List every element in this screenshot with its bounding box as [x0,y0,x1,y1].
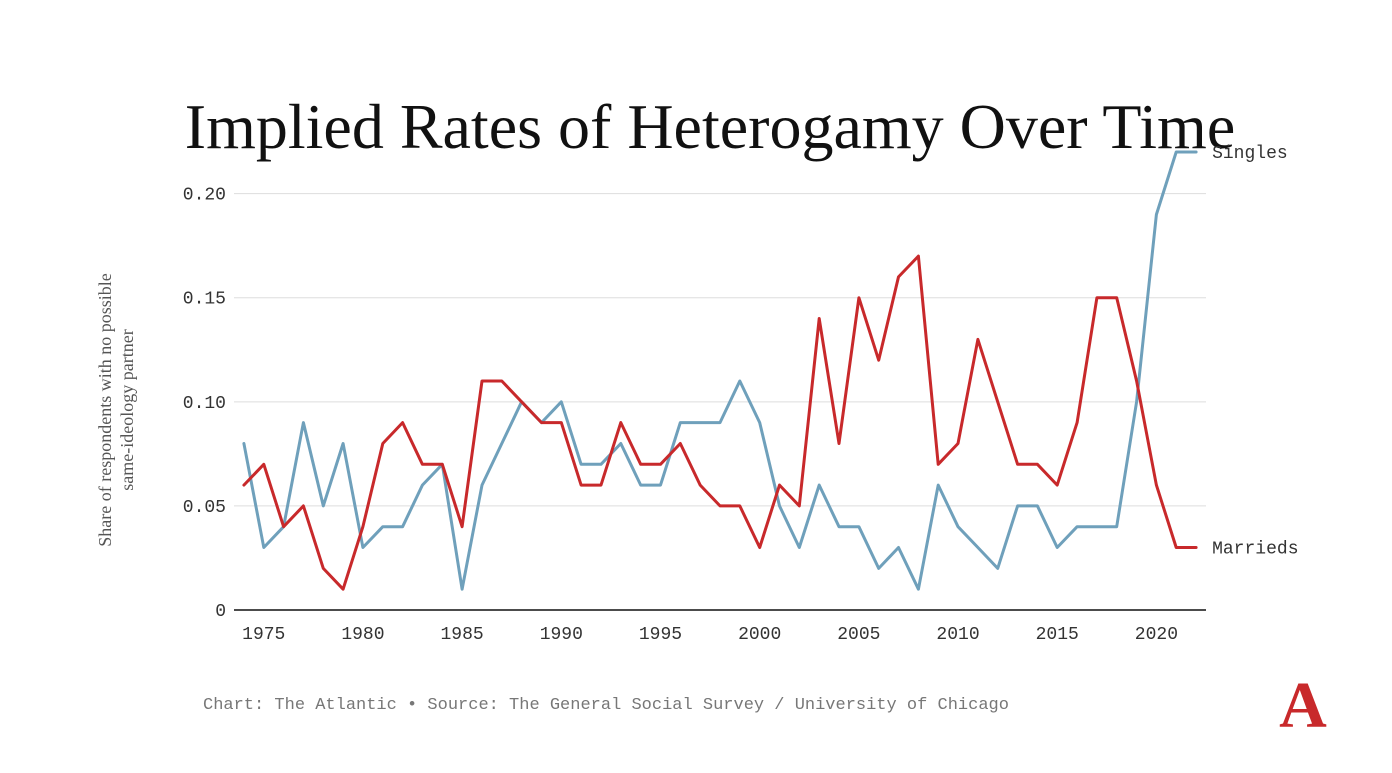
x-tick-label: 1975 [242,625,285,645]
series-line-marrieds [242,254,1198,591]
y-axis-label-line-2: same-ideology partner [117,329,137,490]
y-axis-ticks: 0 0.05 0.10 0.15 0.20 [183,186,226,622]
series-lines [242,150,1198,591]
atlantic-logo: A [1279,669,1327,742]
y-tick-label: 0.15 [183,290,226,310]
chart-title: Implied Rates of Heterogamy Over Time [185,91,1235,162]
y-tick-label: 0.05 [183,498,226,518]
series-labels: Singles Marrieds [1212,144,1298,560]
x-tick-label: 2010 [936,625,979,645]
x-axis-ticks: 1975 1980 1985 1990 1995 2000 2005 2010 2015 2020 [242,625,1178,645]
y-tick-label: 0 [215,602,226,622]
y-axis-label: Share of respondents with no possible sa… [95,273,137,546]
x-tick-label: 2020 [1135,625,1178,645]
series-label-marrieds: Marrieds [1212,540,1298,560]
y-tick-label: 0.20 [183,186,226,206]
y-axis-label-line-1: Share of respondents with no possible [95,273,115,546]
x-tick-label: 1985 [441,625,484,645]
x-tick-label: 1990 [540,625,583,645]
x-tick-label: 2015 [1036,625,1079,645]
x-tick-label: 1980 [341,625,384,645]
x-tick-label: 1995 [639,625,682,645]
x-tick-label: 2005 [837,625,880,645]
x-tick-label: 2000 [738,625,781,645]
series-line-singles [242,150,1198,591]
source-note: Chart: The Atlantic • Source: The Genera… [203,696,1009,715]
series-label-singles: Singles [1212,144,1288,164]
y-tick-label: 0.10 [183,394,226,414]
